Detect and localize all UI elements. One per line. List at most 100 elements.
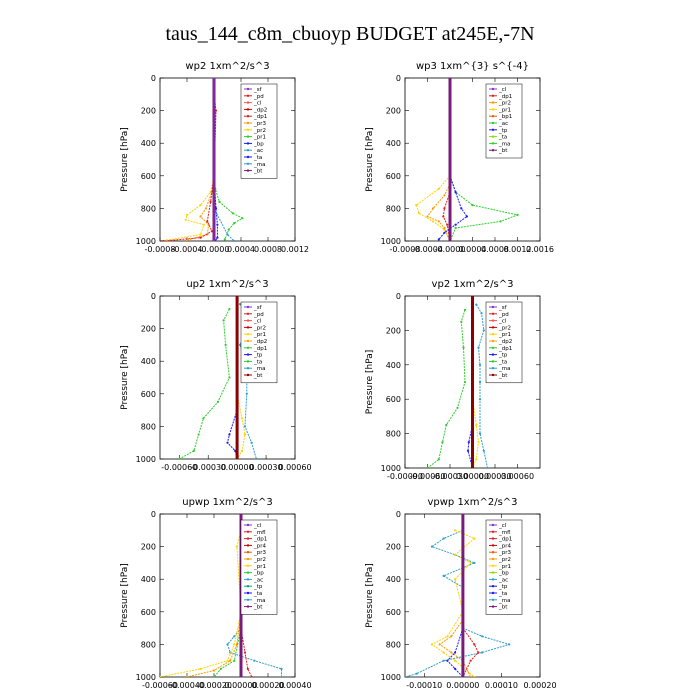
y-tick-label: 600 (141, 390, 156, 399)
x-tick-label: 0.0004 (227, 245, 255, 254)
legend-label: _ma (253, 366, 265, 372)
series-group (162, 78, 244, 241)
x-tick-label: -0.00010 (406, 681, 442, 690)
x-tick-label: -0.00060 (161, 463, 197, 472)
legend-marker (491, 564, 495, 567)
data-point (226, 441, 229, 444)
legend-marker (246, 373, 250, 377)
legend-label: _pr2 (498, 325, 511, 331)
y-tick-label: 600 (386, 172, 401, 181)
legend-label: _pr3 (498, 550, 512, 556)
legend-marker (491, 598, 495, 601)
legend-marker (491, 360, 495, 363)
y-tick-label: 600 (141, 608, 156, 617)
data-point (437, 187, 440, 190)
y-tick-label: 200 (386, 107, 401, 116)
legend-marker (246, 94, 250, 98)
y-axis-label: Pressure [hPa] (365, 563, 375, 628)
legend-label: _sf (253, 305, 263, 311)
data-point (443, 231, 446, 234)
data-point (226, 659, 229, 662)
data-point (199, 236, 202, 239)
data-point (238, 343, 242, 346)
y-axis-label: Pressure [hPa] (120, 127, 130, 192)
data-point (482, 449, 485, 452)
data-point (233, 222, 236, 225)
chart-panel-4: vp2 1xm^2/s^3 Pressure [hPa] 0 200 400 600 800… (365, 279, 541, 481)
data-point (463, 380, 467, 384)
data-point (238, 303, 242, 306)
data-point (218, 200, 221, 203)
data-point (442, 659, 445, 662)
legend-label: _ta (253, 359, 262, 365)
y-axis-label: Pressure [hPa] (365, 350, 375, 415)
plot-frame (159, 77, 296, 242)
data-point (160, 675, 162, 677)
data-point (456, 406, 459, 409)
legend-marker (491, 101, 495, 104)
data-point (478, 363, 482, 366)
x-tick-label: 0.00010 (485, 681, 518, 690)
data-point (478, 432, 482, 435)
data-point (467, 441, 470, 444)
data-point (231, 212, 234, 215)
data-point (185, 239, 189, 241)
legend-label: _cl (253, 523, 262, 529)
data-point (486, 466, 489, 468)
legend-label: _pr2 (253, 128, 266, 134)
data-point (162, 239, 165, 241)
legend-marker (246, 115, 250, 118)
legend-marker (246, 585, 250, 588)
series-group (405, 514, 511, 677)
plot-frame (404, 513, 541, 678)
data-point (219, 667, 222, 671)
data-point (477, 441, 480, 444)
legend-marker (246, 530, 250, 533)
chart-panel-6: vpwp 1xm^2/s^3 Pressure [hPa] 0 200 400 600 80… (365, 497, 557, 690)
legend-label: _dp1 (253, 346, 267, 352)
chart-panel-1: wp2 1xm^2/s^3 Pressure [hPa] 0 200 400 600 800… (120, 61, 309, 254)
legend-marker (246, 571, 250, 574)
x-tick-label: 0.00020 (523, 681, 556, 690)
data-point (430, 545, 434, 548)
legend-marker (246, 87, 250, 91)
y-tick-label: 400 (141, 139, 156, 148)
legend-label: _ma (498, 141, 510, 147)
legend-marker (491, 326, 495, 329)
data-point (450, 635, 453, 638)
legend-label: _bp (253, 141, 264, 147)
y-tick-label: 400 (386, 575, 401, 584)
legend-label: _mfl (498, 530, 511, 536)
data-point (480, 312, 483, 315)
legend: _cl_dp1_pr2_pr1_bp1_ac_tp_ta_ma_bt (485, 83, 523, 159)
legend-marker (246, 135, 250, 138)
data-point (448, 239, 452, 241)
data-point (454, 659, 457, 662)
data-point (473, 537, 476, 540)
data-point (475, 458, 478, 461)
data-point (199, 215, 202, 218)
legend-label: _bt (253, 169, 263, 175)
legend-marker (246, 591, 250, 595)
y-tick-label: 200 (386, 543, 401, 552)
x-tick-label: 0.0008 (254, 245, 282, 254)
legend-marker (246, 142, 250, 145)
legend-marker (246, 162, 250, 165)
legend-label: _dp1 (253, 114, 267, 120)
legend-marker (491, 149, 495, 152)
plot-frame (159, 295, 296, 460)
y-tick-label: 0 (396, 510, 401, 519)
data-point (216, 236, 219, 239)
data-point (499, 220, 502, 223)
x-tick-label: 0.00040 (278, 681, 311, 690)
x-tick-label: -0.0008 (390, 245, 421, 254)
data-point (233, 659, 236, 662)
data-point (415, 672, 418, 675)
y-tick-label: 800 (386, 640, 401, 649)
legend-marker (246, 544, 250, 547)
legend-label: _ta (498, 359, 507, 365)
x-tick-label: 0.0016 (526, 245, 554, 254)
data-point (441, 441, 444, 444)
data-point (240, 417, 244, 420)
